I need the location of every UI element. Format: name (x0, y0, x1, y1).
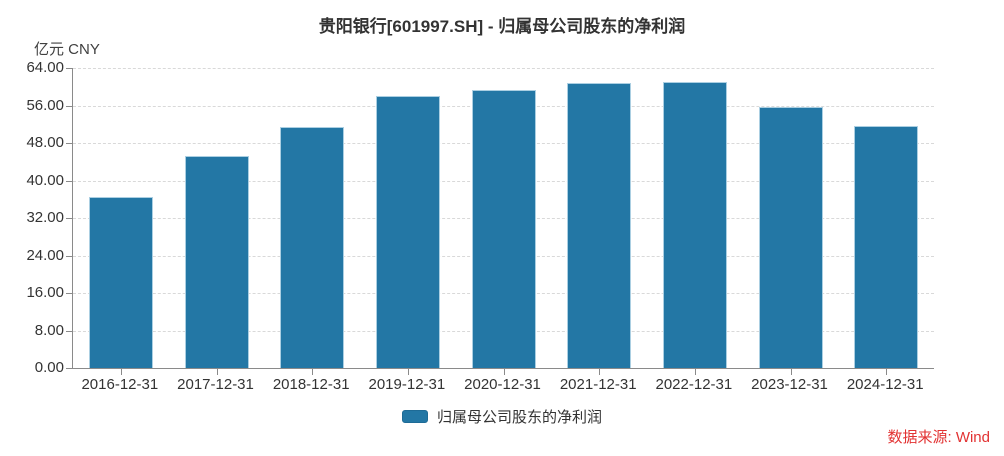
y-tick-64.00 (66, 68, 72, 69)
x-tick-2016-12-31 (120, 369, 122, 375)
bar-slot-2021-12-31 (551, 68, 647, 375)
y-axis-label-0.00: 0.00 (34, 359, 64, 376)
x-tick-2020-12-31 (503, 369, 505, 375)
y-tick-8.00 (66, 330, 72, 332)
plot-area (66, 68, 934, 375)
y-axis-unit-label: 亿元 CNY (34, 41, 100, 58)
chart-title: 贵阳银行[601997.SH] - 归属母公司股东的净利润 (318, 17, 686, 36)
bar-slot-2018-12-31 (264, 68, 360, 375)
data-source-note: 数据来源: Wind (887, 429, 990, 446)
x-axis-label-2019-12-31: 2019-12-31 (368, 376, 446, 393)
y-tick-56.00 (66, 105, 72, 107)
bar-slot-2022-12-31 (647, 68, 743, 375)
y-axis-label-24.00: 24.00 (26, 246, 64, 264)
bar-slot-2020-12-31 (456, 68, 552, 375)
y-tick-0.00 (66, 368, 72, 369)
x-tick-2018-12-31 (312, 369, 314, 375)
bar-2023-12-31[interactable] (758, 107, 823, 368)
x-axis-label-2017-12-31: 2017-12-31 (177, 376, 254, 393)
gridline-64.00 (73, 68, 934, 69)
bar-slot-2023-12-31 (743, 68, 839, 375)
legend: 归属母公司股东的净利润 (0, 406, 1004, 427)
bar-slot-2017-12-31 (169, 68, 265, 375)
x-axis-label-2016-12-31: 2016-12-31 (81, 376, 159, 393)
y-tick-24.00 (66, 255, 72, 257)
y-tick-32.00 (66, 218, 72, 219)
x-axis-label-2023-12-31: 2023-12-31 (751, 376, 828, 393)
bar-slot-2019-12-31 (360, 68, 456, 375)
x-axis-labels: 2016-12-31 2017-12-31 2018-12-31 2019-12-31… (72, 376, 933, 393)
y-axis-label-32.00: 32.00 (26, 209, 64, 226)
x-tick-2021-12-31 (599, 369, 601, 375)
y-axis-label-40.00: 40.00 (26, 171, 64, 189)
y-tick-48.00 (66, 143, 72, 144)
bar-2021-12-31[interactable] (567, 82, 632, 368)
bar-2022-12-31[interactable] (662, 81, 727, 368)
y-tick-16.00 (66, 293, 72, 294)
bar-2016-12-31[interactable] (88, 196, 153, 368)
bar-slot-2024-12-31 (838, 68, 934, 375)
y-axis-label-56.00: 56.00 (26, 96, 64, 114)
x-axis-label-2022-12-31: 2022-12-31 (655, 376, 733, 393)
legend-marker-icon[interactable] (401, 410, 428, 423)
bar-2019-12-31[interactable] (375, 96, 440, 368)
bar-2020-12-31[interactable] (471, 90, 536, 368)
y-tick-40.00 (66, 180, 72, 182)
bar-series (73, 68, 934, 375)
x-tick-2019-12-31 (407, 369, 409, 375)
x-tick-2024-12-31 (886, 369, 888, 375)
x-axis-label-2024-12-31: 2024-12-31 (846, 376, 924, 393)
x-axis-label-2020-12-31: 2020-12-31 (464, 376, 541, 393)
x-tick-2017-12-31 (216, 369, 218, 375)
y-axis-label-16.00: 16.00 (26, 284, 64, 301)
legend-label[interactable]: 归属母公司股东的净利润 (436, 409, 602, 426)
y-axis-label-48.00: 48.00 (26, 134, 64, 151)
bar-slot-2016-12-31 (73, 68, 169, 375)
bar-2017-12-31[interactable] (184, 155, 249, 368)
x-tick-2022-12-31 (694, 369, 696, 375)
y-axis-label-64.00: 64.00 (26, 59, 64, 76)
bar-2018-12-31[interactable] (280, 127, 345, 368)
x-tick-2023-12-31 (790, 369, 792, 375)
x-axis-label-2018-12-31: 2018-12-31 (272, 376, 350, 393)
y-axis-label-8.00: 8.00 (34, 321, 64, 339)
bar-2024-12-31[interactable] (854, 125, 919, 368)
x-axis-label-2021-12-31: 2021-12-31 (559, 376, 637, 393)
